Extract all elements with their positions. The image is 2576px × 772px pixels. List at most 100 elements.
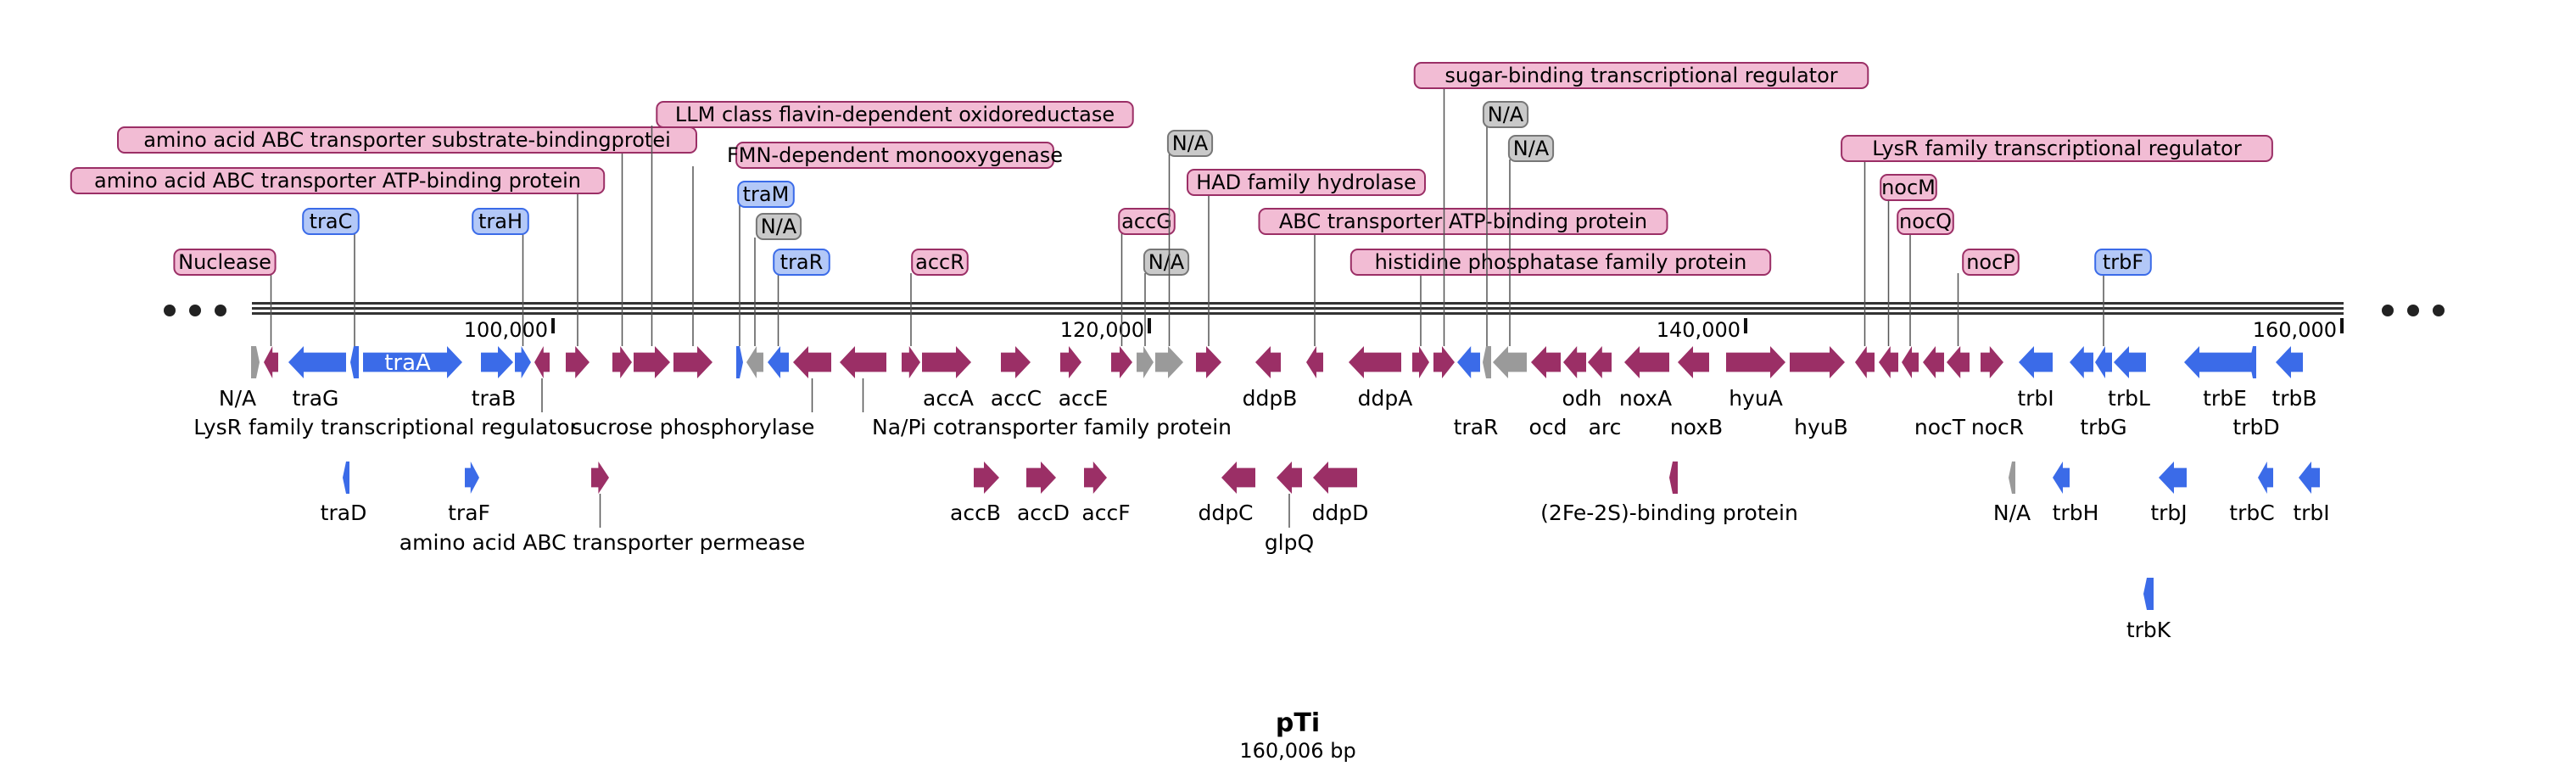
feature-label: trbI <box>2293 501 2329 525</box>
feature-noxa-45: noxA <box>1619 346 1672 411</box>
feature-label: N/A <box>1488 103 1524 126</box>
feature-label: trbB <box>2271 386 2316 411</box>
feature-label: trbI <box>2017 386 2054 411</box>
feature-arrow <box>1026 462 1056 494</box>
feature-label: accF <box>1081 501 1130 525</box>
feature-amino-acid-abc-transporter-atp-binding-protein-10: amino acid ABC transporter ATP-binding p… <box>70 167 606 378</box>
feature-arrow <box>1902 346 1919 378</box>
feature-label: N/A <box>219 386 256 411</box>
feature-label: traB <box>472 386 517 411</box>
feature-label: FMN-dependent monooxygenase <box>727 143 1063 167</box>
tick-label-100000: 100,000 <box>464 318 548 342</box>
feature-label: trbD <box>2232 415 2279 439</box>
feature-arrow <box>1678 346 1709 378</box>
feature-label-box <box>1962 249 2020 276</box>
feature-nocq-52: nocQ <box>1897 208 1954 378</box>
feature-label-box <box>911 249 969 276</box>
feature-noxb-47: noxB <box>1670 346 1723 439</box>
feature-label: hyuB <box>1794 415 1848 439</box>
feature-label: glpQ <box>1265 530 1314 555</box>
feature-arrow <box>612 346 632 378</box>
feature-label-box <box>1880 174 1937 201</box>
feature-ddpd-35: ddpD <box>1312 462 1369 525</box>
feature-trac-3: traC <box>302 208 360 378</box>
feature-arrow <box>922 346 971 378</box>
feature-arrow <box>793 346 831 378</box>
feature-label: ddpD <box>1312 501 1369 525</box>
feature-trah-8: traH <box>472 208 531 378</box>
feature-arrow <box>1313 462 1357 494</box>
feature-arrow <box>515 346 531 378</box>
feature-arrow <box>2159 462 2187 494</box>
feature-arrow <box>566 346 590 378</box>
feature-label: Nuclease <box>178 250 271 274</box>
feature-trbc-66: trbC <box>2229 462 2275 525</box>
feature-arrow <box>1947 346 1970 378</box>
feature-arrow <box>1923 346 1944 378</box>
feature-arrow <box>251 346 260 378</box>
feature-label-box <box>1143 249 1190 276</box>
feature-label: Na/Pi cotransporter family protein <box>872 415 1232 439</box>
feature-trbd-65: trbD <box>2232 346 2280 439</box>
feature-n-a-0: N/A <box>219 346 260 411</box>
feature-label-box <box>302 208 360 235</box>
feature-label: traM <box>743 182 790 206</box>
feature-trbh-58: trbH <box>2053 462 2098 525</box>
feature-arrow <box>2249 346 2256 378</box>
feature-arrow <box>343 462 349 494</box>
feature-trbk-63: trbK <box>2126 578 2171 642</box>
feature-sugar-binding-transcriptional-regulator-38: sugar-binding transcriptional regulator <box>1413 62 1869 378</box>
feature-label: LLM class flavin-dependent oxidoreductas… <box>675 103 1115 126</box>
feature-abc-transporter-atp-binding-protein-36: ABC transporter ATP-binding protein <box>1258 208 1668 378</box>
feature-label: nocP <box>1966 250 2015 274</box>
feature-accf-26: accF <box>1081 462 1131 525</box>
feature-arrow <box>264 346 278 378</box>
feature-fmn-dependent-monooxygenase-14: FMN-dependent monooxygenase <box>673 142 1063 378</box>
feature-arrow <box>2070 346 2093 378</box>
feature-label: hyuA <box>1729 386 1783 411</box>
feature-label: trbE <box>2203 386 2247 411</box>
feature-nocr-55: nocR <box>1971 346 2024 439</box>
feature-trar-17: traR <box>768 249 830 378</box>
feature-trbi-57: trbI <box>2017 346 2054 411</box>
feature-histidine-phosphatase-family-protein-37: histidine phosphatase family protein <box>1349 249 1772 378</box>
feature-lysr-family-transcriptional-regulator-9: LysR family transcriptional regulator <box>193 346 578 439</box>
feature-trbl-61: trbL <box>2108 346 2150 411</box>
feature-label: odh <box>1562 386 1601 411</box>
feature-ddpa-33: ddpA <box>1349 346 1412 411</box>
feature-acca-21: accA <box>922 346 974 411</box>
feature-label: N/A <box>1148 250 1185 274</box>
feature-arrow <box>2095 346 2112 378</box>
feature-label: nocT <box>1914 415 1966 439</box>
feature-label: ddpC <box>1198 501 1253 525</box>
feature-ddpc-32: ddpC <box>1198 462 1255 525</box>
feature-lysr-family-transcriptional-regulator-50: LysR family transcriptional regulator <box>1841 135 2273 378</box>
feature-label: traR <box>1454 415 1499 439</box>
feature-label: N/A <box>761 215 797 238</box>
tick-label-120000: 120,000 <box>1060 318 1144 342</box>
feature-arrow <box>2114 346 2146 378</box>
feature-n-a-29: N/A <box>1155 130 1214 378</box>
feature-label-box <box>1482 101 1529 128</box>
plasmid-name: pTi <box>1276 708 1320 738</box>
left-ellipsis <box>164 305 226 316</box>
feature-arrow <box>1060 346 1081 378</box>
feature-arrow <box>840 346 886 378</box>
feature-label: arc <box>1589 415 1622 439</box>
feature-arrow <box>1433 346 1455 378</box>
feature-label: accR <box>915 250 964 274</box>
feature-arrow <box>1457 346 1480 378</box>
tick-mark-160000 <box>2340 318 2344 333</box>
feature-accd-24: accD <box>1017 462 1070 525</box>
feature-label-box <box>173 249 277 276</box>
feature-nocm-51: nocM <box>1879 174 1937 378</box>
feature-arrow <box>2184 346 2256 378</box>
feature-label: trbL <box>2108 386 2150 411</box>
feature-label: traF <box>448 501 490 525</box>
feature-label-box <box>1166 130 1214 157</box>
feature-arrow <box>1879 346 1898 378</box>
feature-label: accB <box>950 501 1001 525</box>
feature-ddpb-31: ddpB <box>1243 346 1297 411</box>
feature-arrow <box>902 346 920 378</box>
